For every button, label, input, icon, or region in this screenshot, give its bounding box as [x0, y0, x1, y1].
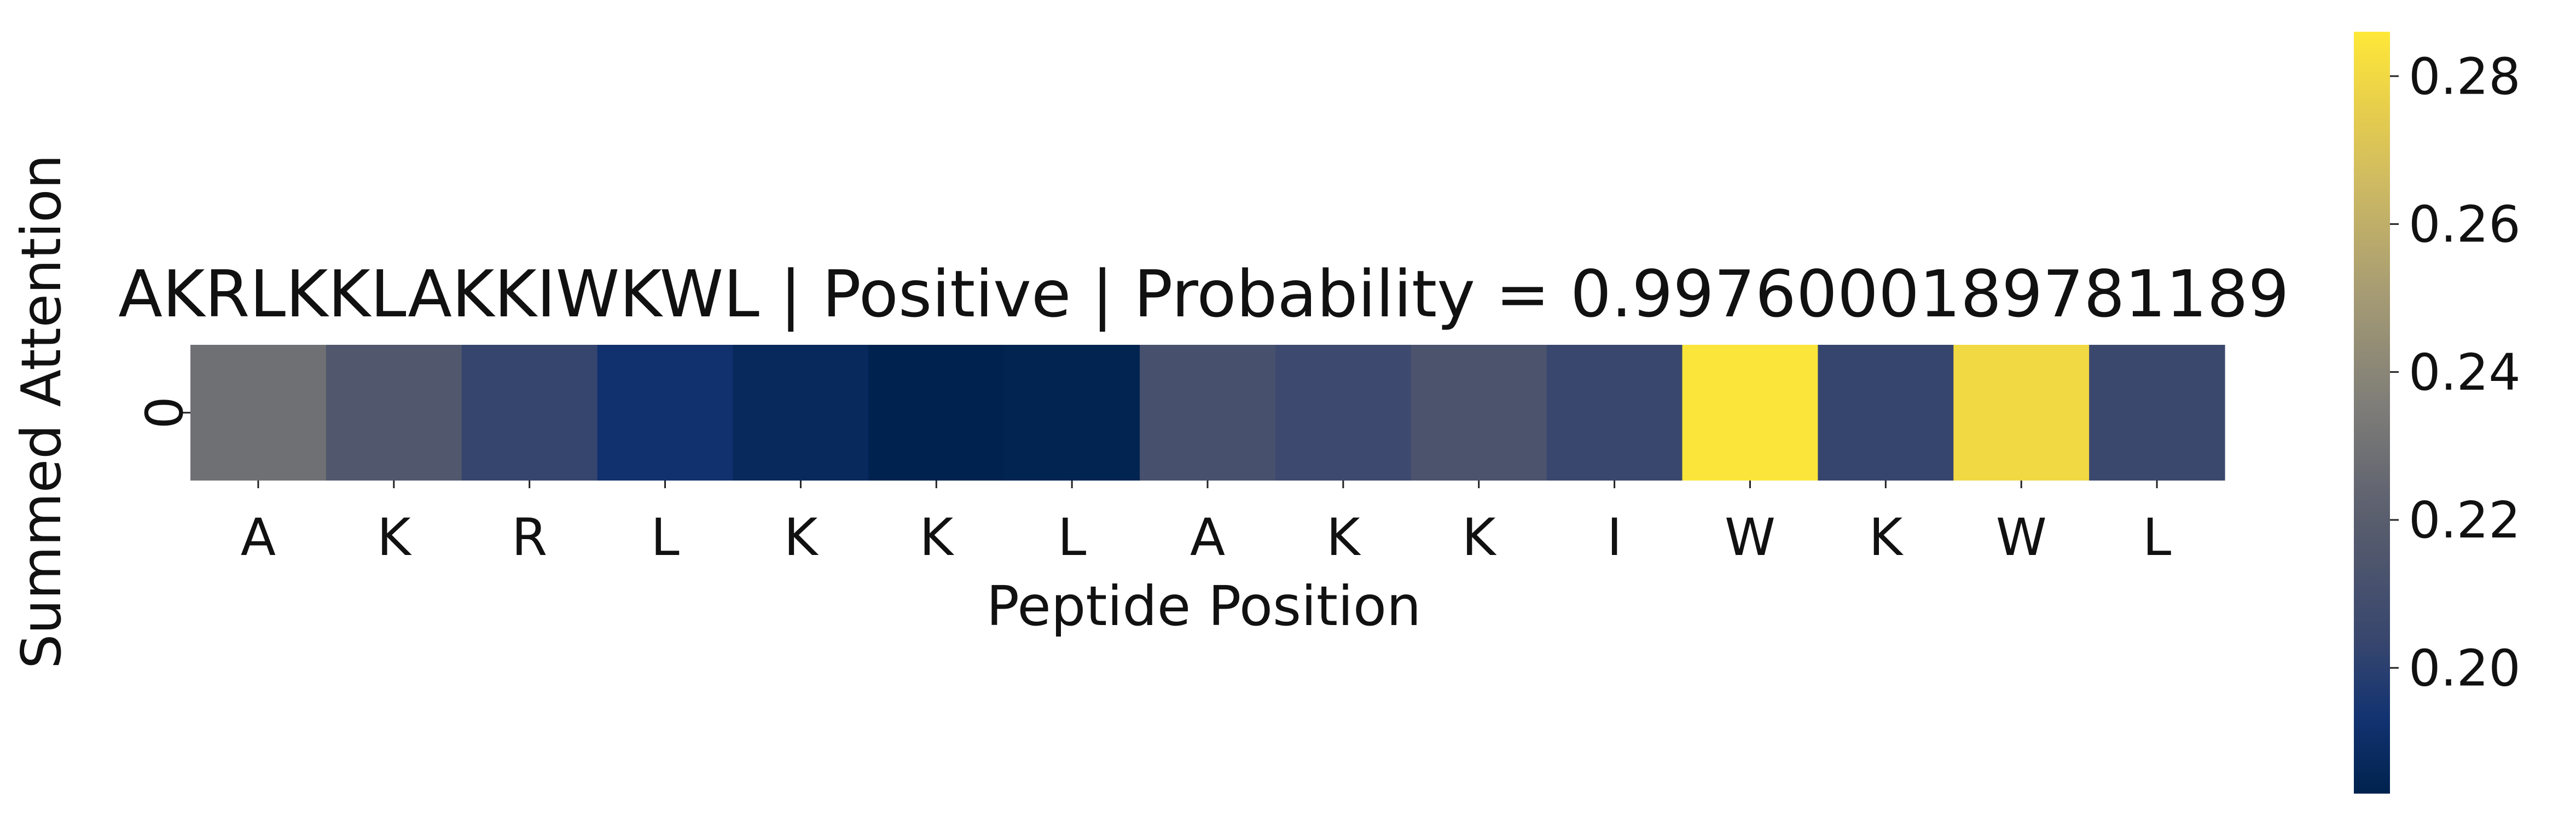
x-tick-label: A	[1190, 508, 1225, 568]
colorbar-tick-label: 0.28	[2409, 47, 2521, 106]
chart-title: AKRLKKLAKKIWKWL | Positive | Probability…	[118, 256, 2289, 332]
x-tick-label: R	[512, 508, 547, 568]
heatmap-cell	[868, 345, 1005, 481]
x-tick-label: K	[1869, 508, 1904, 568]
colorbar-tick-label: 0.24	[2409, 343, 2521, 402]
colorbar-ticks: 0.20 0.22 0.24 0.26 0.28	[2390, 47, 2521, 697]
heatmap-cell	[1140, 345, 1276, 481]
heatmap-cell	[1275, 345, 1412, 481]
heatmap-cell	[733, 345, 869, 481]
heatmap-cell	[1818, 345, 1954, 481]
heatmap-cell	[1546, 345, 1683, 481]
heatmap-cell	[190, 345, 327, 481]
heatmap-cell	[597, 345, 734, 481]
y-axis-label: Summed Attention	[9, 154, 73, 669]
colorbar-tick-label: 0.20	[2409, 639, 2521, 697]
x-tick-label: L	[2143, 508, 2171, 568]
x-tick-label: A	[241, 508, 276, 568]
x-tick-label: K	[377, 508, 412, 568]
colorbar	[2354, 32, 2390, 794]
heatmap-cell	[1953, 345, 2090, 481]
x-tick-label: W	[1996, 508, 2047, 568]
colorbar-tick-label: 0.26	[2409, 195, 2521, 254]
heatmap-cell	[326, 345, 462, 481]
heatmap-cells	[190, 345, 2225, 481]
x-tick-label: L	[651, 508, 679, 568]
x-tick-label: I	[1607, 508, 1622, 568]
x-tick-label: W	[1725, 508, 1776, 568]
x-tick-label: K	[1462, 508, 1497, 568]
x-axis-label: Peptide Position	[987, 574, 1422, 638]
heatmap-cell	[461, 345, 598, 481]
y-tick-labels: 0	[135, 396, 195, 429]
x-tick-label: K	[919, 508, 954, 568]
y-tick-label: 0	[135, 396, 195, 429]
heatmap-cell	[1004, 345, 1140, 481]
heatmap-cell	[2089, 345, 2225, 481]
colorbar-tick-label: 0.22	[2409, 491, 2521, 550]
x-tick-label: K	[784, 508, 819, 568]
heatmap-cell	[1411, 345, 1547, 481]
heatmap-cell	[1682, 345, 1818, 481]
x-tick-label: L	[1058, 508, 1086, 568]
x-tick-label: K	[1326, 508, 1361, 568]
